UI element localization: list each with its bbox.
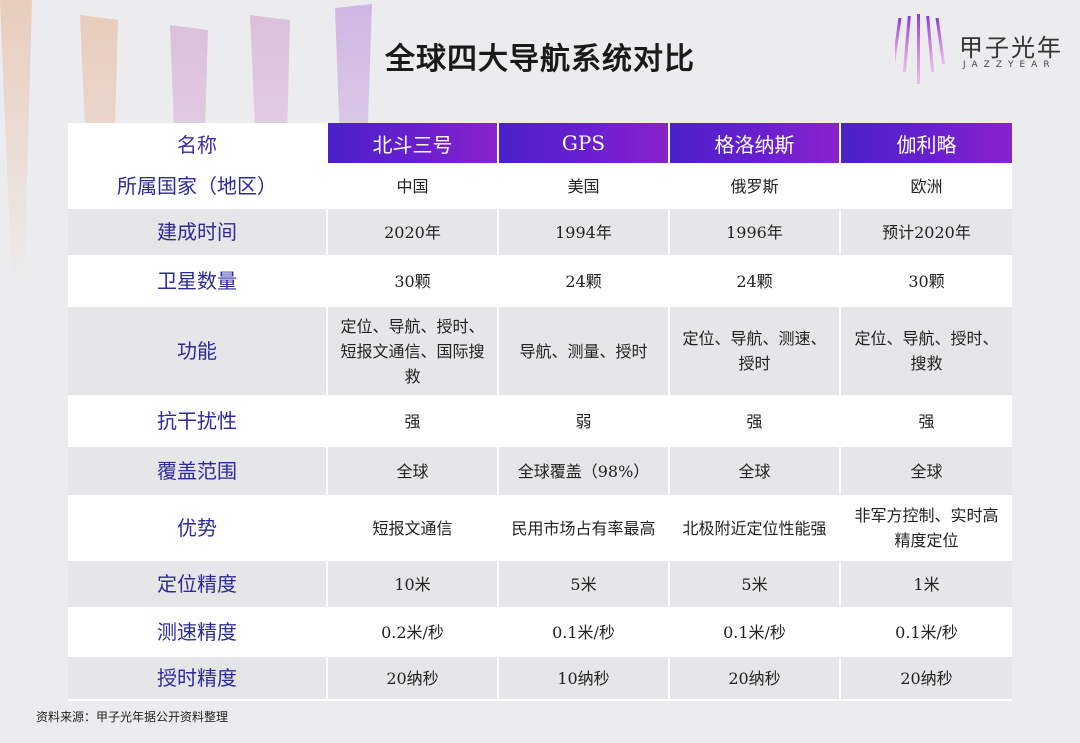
table-cell: 强 — [841, 397, 1012, 447]
header-glonass: 格洛纳斯 — [670, 123, 841, 165]
navigation-systems-table: 名称 北斗三号 GPS 格洛纳斯 伽利略 所属国家（地区） 中国 美国 俄罗斯 … — [68, 123, 1012, 701]
header-galileo: 伽利略 — [841, 123, 1012, 165]
table-cell: 俄罗斯 — [670, 165, 841, 209]
header-name: 名称 — [68, 123, 328, 165]
row-label: 定位精度 — [68, 561, 328, 609]
table-row: 功能 定位、导航、授时、短报文通信、国际搜救 导航、测量、授时 定位、导航、测速… — [68, 307, 1012, 397]
table-cell: 10米 — [328, 561, 499, 609]
logo-english-name: JAZZYEAR — [963, 60, 1056, 70]
table-cell: 弱 — [499, 397, 670, 447]
row-label: 卫星数量 — [68, 257, 328, 307]
table-cell: 20纳秒 — [670, 657, 841, 701]
table-cell: 定位、导航、测速、授时 — [670, 307, 841, 397]
table-cell: 强 — [670, 397, 841, 447]
table-cell: 非军方控制、实时高精度定位 — [841, 497, 1012, 561]
logo-chinese-name: 甲子光年 — [959, 34, 1063, 62]
table-cell: 0.1米/秒 — [670, 609, 841, 657]
table-cell: 强 — [328, 397, 499, 447]
table-cell: 0.2米/秒 — [328, 609, 499, 657]
table-cell: 5米 — [499, 561, 670, 609]
table-cell: 0.1米/秒 — [841, 609, 1012, 657]
row-label: 功能 — [68, 307, 328, 397]
header-gps: GPS — [499, 123, 670, 165]
row-label: 测速精度 — [68, 609, 328, 657]
table-cell: 全球 — [328, 447, 499, 497]
table-cell: 20纳秒 — [328, 657, 499, 701]
table-cell: 0.1米/秒 — [499, 609, 670, 657]
table-row: 卫星数量 30颗 24颗 24颗 30颗 — [68, 257, 1012, 307]
table-cell: 20纳秒 — [841, 657, 1012, 701]
table-row: 定位精度 10米 5米 5米 1米 — [68, 561, 1012, 609]
table-row: 优势 短报文通信 民用市场占有率最高 北极附近定位性能强 非军方控制、实时高精度… — [68, 497, 1012, 561]
row-label: 所属国家（地区） — [68, 165, 328, 209]
table-cell: 全球覆盖（98%） — [499, 447, 670, 497]
table-cell: 24颗 — [499, 257, 670, 307]
table-row: 授时精度 20纳秒 10纳秒 20纳秒 20纳秒 — [68, 657, 1012, 701]
table-cell: 欧洲 — [841, 165, 1012, 209]
table-cell: 5米 — [670, 561, 841, 609]
table-row: 建成时间 2020年 1994年 1996年 预计2020年 — [68, 209, 1012, 257]
table-cell: 美国 — [499, 165, 670, 209]
table-cell: 短报文通信 — [328, 497, 499, 561]
table-cell: 10纳秒 — [499, 657, 670, 701]
table-cell: 中国 — [328, 165, 499, 209]
table-row: 测速精度 0.2米/秒 0.1米/秒 0.1米/秒 0.1米/秒 — [68, 609, 1012, 657]
row-label: 优势 — [68, 497, 328, 561]
row-label: 建成时间 — [68, 209, 328, 257]
comparison-table-container: 名称 北斗三号 GPS 格洛纳斯 伽利略 所属国家（地区） 中国 美国 俄罗斯 … — [68, 123, 1012, 701]
table-header-row: 名称 北斗三号 GPS 格洛纳斯 伽利略 — [68, 123, 1012, 165]
table-cell: 预计2020年 — [841, 209, 1012, 257]
row-label: 覆盖范围 — [68, 447, 328, 497]
row-label: 抗干扰性 — [68, 397, 328, 447]
table-cell: 1994年 — [499, 209, 670, 257]
table-cell: 全球 — [841, 447, 1012, 497]
table-cell: 1996年 — [670, 209, 841, 257]
table-cell: 30颗 — [328, 257, 499, 307]
table-row: 所属国家（地区） 中国 美国 俄罗斯 欧洲 — [68, 165, 1012, 209]
source-note: 资料来源：甲子光年据公开资料整理 — [36, 710, 229, 724]
page-title: 全球四大导航系统对比 — [385, 42, 695, 77]
table-cell: 民用市场占有率最高 — [499, 497, 670, 561]
table-cell: 北极附近定位性能强 — [670, 497, 841, 561]
table-cell: 1米 — [841, 561, 1012, 609]
table-cell: 导航、测量、授时 — [499, 307, 670, 397]
table-cell: 定位、导航、授时、短报文通信、国际搜救 — [328, 307, 499, 397]
row-label: 授时精度 — [68, 657, 328, 701]
table-row: 覆盖范围 全球 全球覆盖（98%） 全球 全球 — [68, 447, 1012, 497]
table-cell: 24颗 — [670, 257, 841, 307]
header-beidou: 北斗三号 — [328, 123, 499, 165]
table-cell: 2020年 — [328, 209, 499, 257]
brand-logo: 甲子光年 JAZZYEAR — [895, 14, 1075, 86]
table-row: 抗干扰性 强 弱 强 强 — [68, 397, 1012, 447]
table-cell: 定位、导航、授时、搜救 — [841, 307, 1012, 397]
table-cell: 全球 — [670, 447, 841, 497]
jazzyear-logo-icon — [895, 14, 946, 84]
table-cell: 30颗 — [841, 257, 1012, 307]
